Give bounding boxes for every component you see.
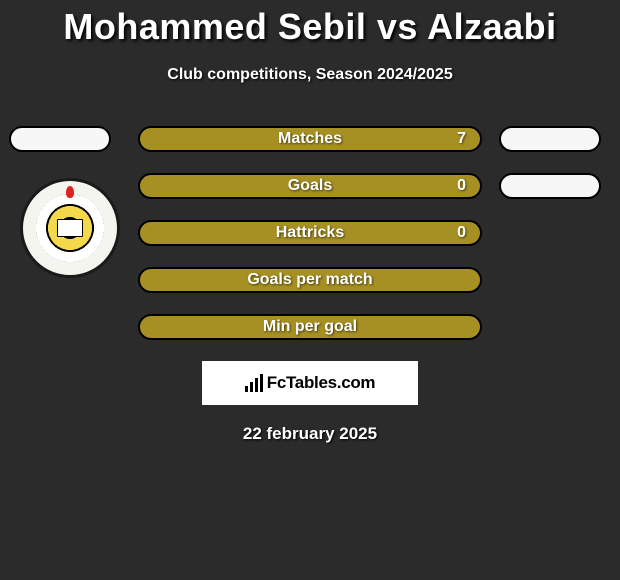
stat-row: Min per goal	[0, 314, 620, 344]
fctables-logo-box: FcTables.com	[202, 361, 418, 405]
fctables-text: FcTables.com	[267, 373, 376, 393]
stat-bar: Matches 7	[138, 126, 482, 152]
stat-label: Min per goal	[263, 318, 357, 336]
right-value-pill	[499, 173, 601, 199]
stat-label: Hattricks	[276, 224, 344, 242]
stat-row: Matches 7	[0, 126, 620, 156]
torch-icon	[66, 186, 74, 198]
stat-value: 0	[457, 177, 466, 195]
stat-bar: Min per goal	[138, 314, 482, 340]
bar-chart-icon	[245, 374, 263, 392]
club-badge	[20, 178, 120, 278]
book-icon	[57, 219, 83, 237]
page-title: Mohammed Sebil vs Alzaabi	[0, 0, 620, 48]
stat-bar: Goals 0	[138, 173, 482, 199]
date-text: 22 february 2025	[0, 424, 620, 444]
stat-value: 7	[457, 130, 466, 148]
left-value-pill	[9, 126, 111, 152]
club-badge-icon	[36, 194, 104, 262]
stat-label: Matches	[278, 130, 342, 148]
stat-value: 0	[457, 224, 466, 242]
right-value-pill	[499, 126, 601, 152]
page-subtitle: Club competitions, Season 2024/2025	[0, 66, 620, 84]
infographic-container: Mohammed Sebil vs Alzaabi Club competiti…	[0, 0, 620, 444]
stat-bar: Hattricks 0	[138, 220, 482, 246]
stat-label: Goals per match	[247, 271, 372, 289]
fctables-logo: FcTables.com	[245, 373, 376, 393]
stat-bar: Goals per match	[138, 267, 482, 293]
stat-label: Goals	[288, 177, 332, 195]
